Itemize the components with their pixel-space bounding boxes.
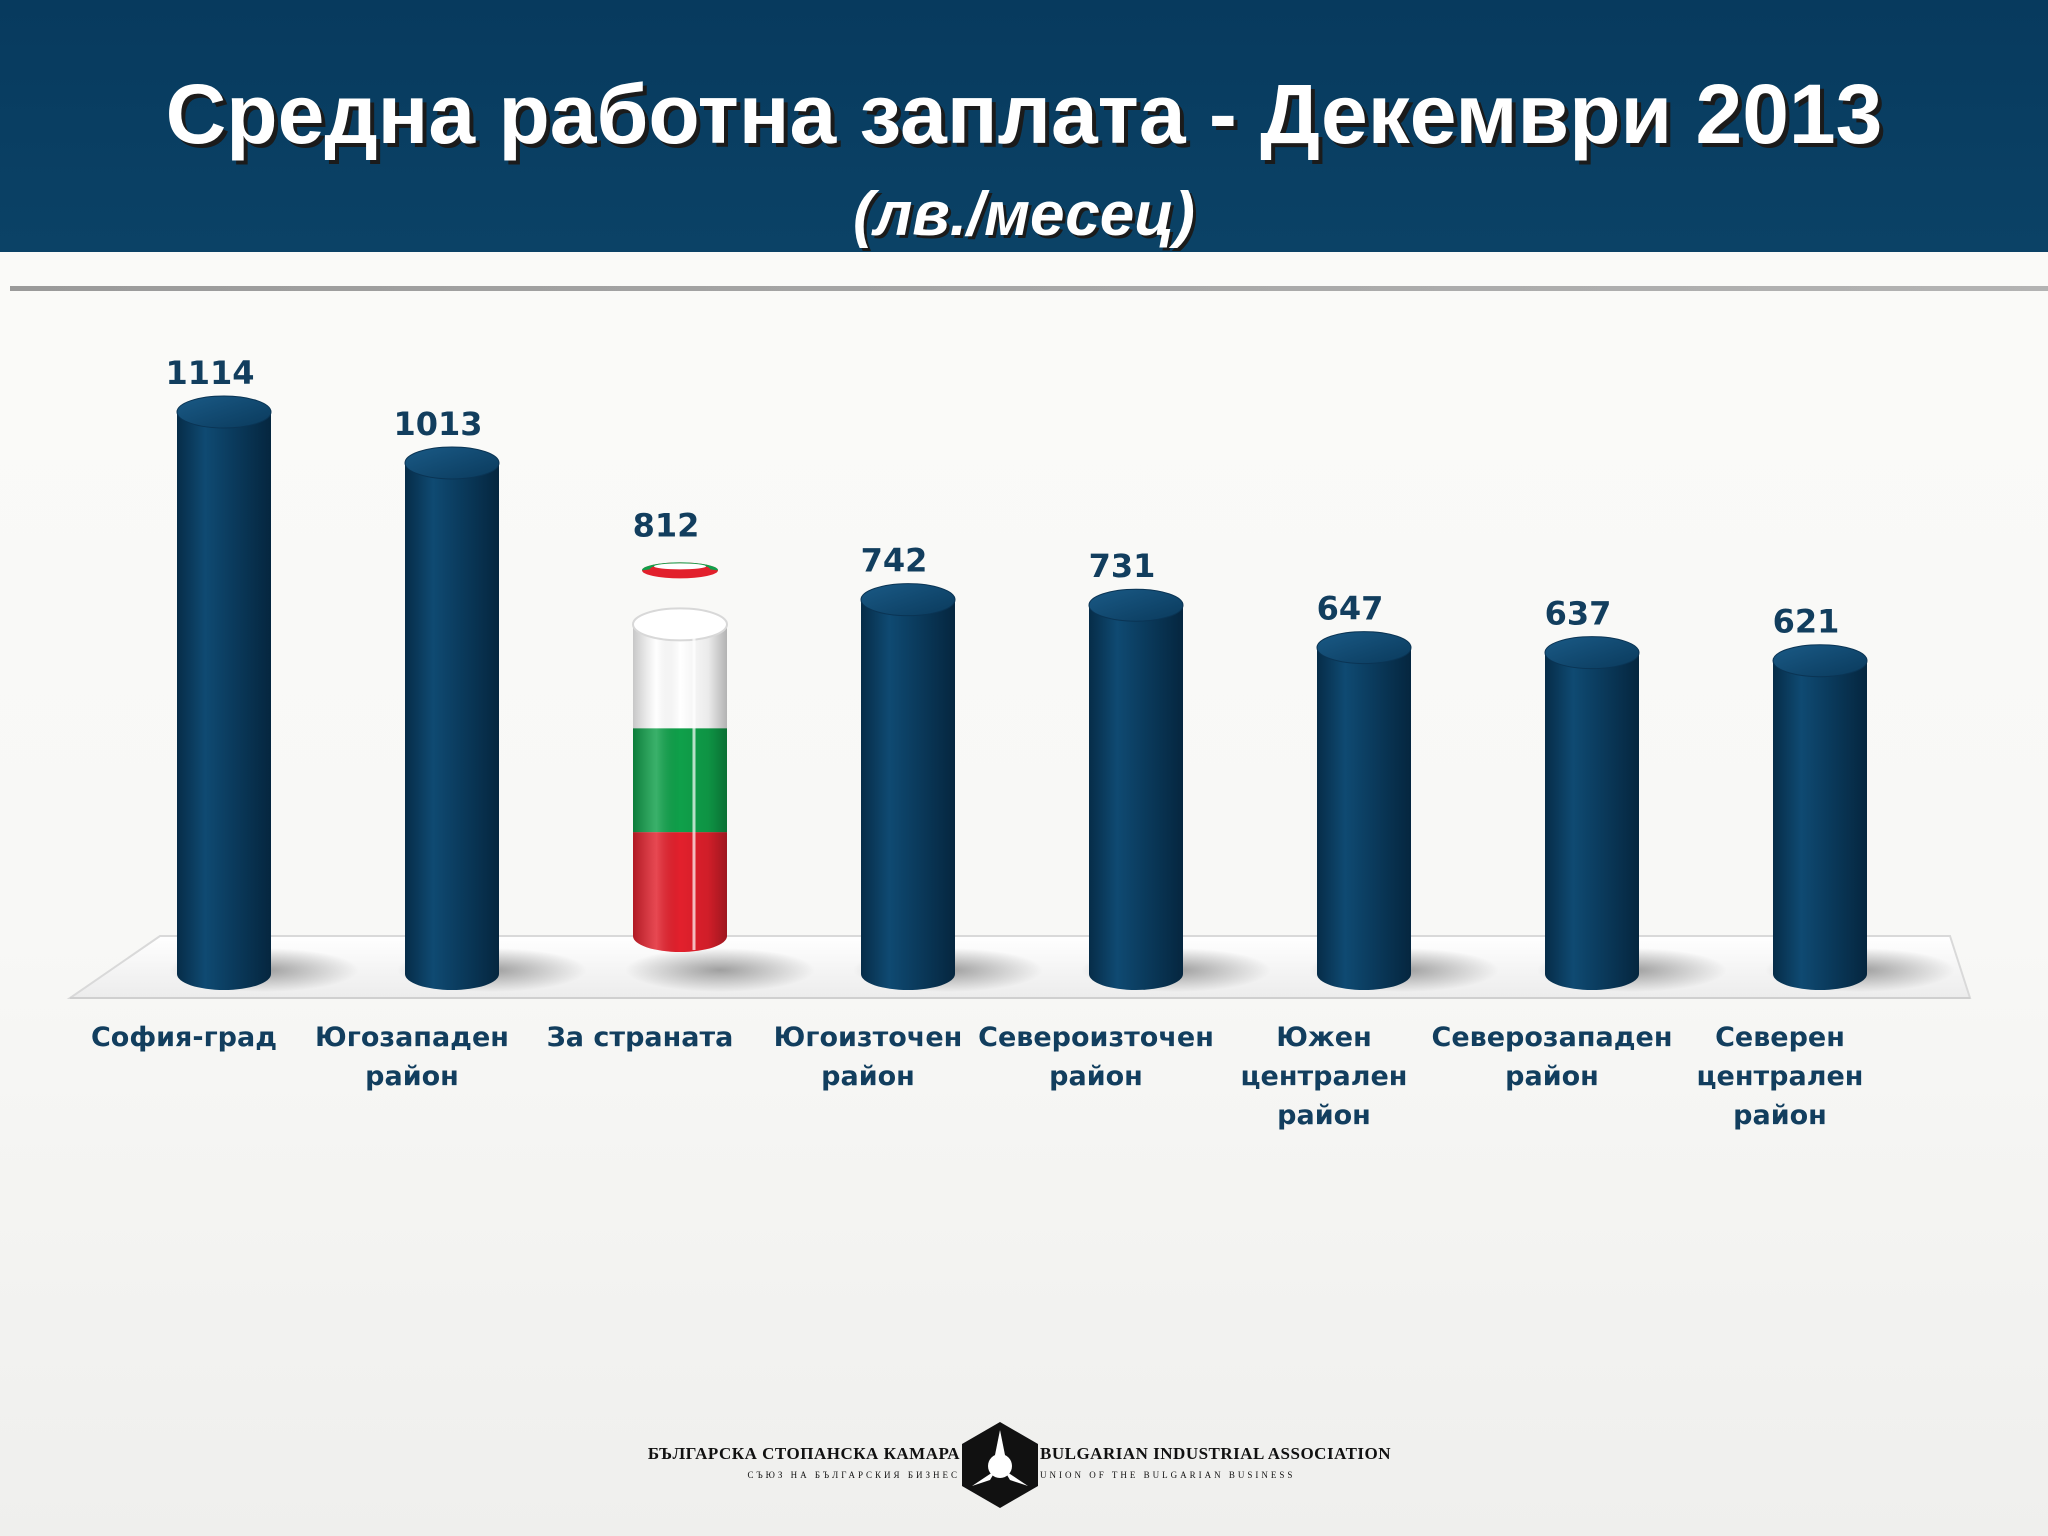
bar-body — [861, 599, 955, 990]
flag-cylinder-top — [632, 607, 728, 642]
category-label-line: централен — [1241, 1061, 1408, 1092]
category-label-line: Югозападен — [315, 1022, 509, 1053]
logo-emblem-icon — [962, 1422, 1038, 1508]
category-label-line: Южен — [1276, 1022, 1372, 1053]
logo-text-en: BULGARIAN INDUSTRIAL ASSOCIATION — [1040, 1444, 1392, 1463]
slide-subtitle: (лв./месец) — [853, 180, 1195, 249]
bar-body — [1317, 647, 1411, 990]
category-label: Северен централен район — [1697, 1022, 1864, 1131]
bar-value-label: 742 — [861, 542, 928, 580]
logo-subtext-en: UNION OF THE BULGARIAN BUSINESS — [1040, 1470, 1296, 1480]
bar-value-label: 731 — [1089, 547, 1156, 585]
category-label-line: район — [1733, 1100, 1827, 1131]
bar-body — [405, 462, 499, 990]
logo-subtext-bg: СЪЮЗ НА БЪЛГАРСКИЯ БИЗНЕС — [747, 1470, 960, 1480]
category-label-line: район — [365, 1061, 459, 1092]
flag-lid-white — [654, 563, 706, 570]
bar-value-label: 621 — [1773, 603, 1840, 641]
category-label: Североизточен район — [978, 1022, 1214, 1092]
bar-body — [1545, 652, 1639, 990]
category-label: За страната — [547, 1022, 734, 1053]
bar-flag-cylinder — [632, 562, 728, 952]
logo-text-bg: БЪЛГАРСКА СТОПАНСКА КАМАРА — [647, 1444, 960, 1463]
bar-value-label: 1013 — [393, 405, 482, 443]
category-label-line: район — [821, 1061, 915, 1092]
bar-top — [1772, 644, 1868, 678]
bar-body — [1773, 660, 1867, 990]
category-label-line: Северен — [1715, 1022, 1845, 1053]
category-label-line: София-град — [91, 1022, 277, 1053]
bar-body — [1089, 605, 1183, 990]
bar-top — [1544, 636, 1640, 670]
category-label: София-град — [91, 1022, 277, 1053]
category-label-line: район — [1277, 1100, 1371, 1131]
bar-value-label: 637 — [1545, 595, 1612, 633]
slide-title: Средна работна заплата - Декември 2013 — [165, 67, 1883, 161]
bar-top — [176, 395, 272, 429]
category-label-line: район — [1049, 1061, 1143, 1092]
bar-value-label: 647 — [1317, 590, 1384, 628]
bar-top — [1316, 631, 1412, 665]
bar-top — [860, 583, 956, 617]
bar-value-label: 812 — [633, 506, 700, 544]
bar-shadow — [625, 948, 815, 992]
category-label-line: Югоизточен — [774, 1022, 963, 1053]
slide-header: Средна работна заплата - Декември 2013 (… — [0, 0, 2048, 252]
header-divider — [10, 286, 2048, 291]
category-label-line: централен — [1697, 1061, 1864, 1092]
bar-top — [404, 446, 500, 480]
bar-top — [1088, 588, 1184, 622]
category-label-line: Североизточен — [978, 1022, 1214, 1053]
organization-logo: БЪЛГАРСКА СТОПАНСКА КАМАРА СЪЮЗ НА БЪЛГА… — [630, 1420, 1391, 1510]
category-label-line: район — [1505, 1061, 1599, 1092]
category-label: Северозападен район — [1432, 1022, 1673, 1092]
flag-shading — [633, 624, 727, 952]
category-label-line: Северозападен — [1432, 1022, 1673, 1053]
category-label: Южен централен район — [1241, 1022, 1408, 1131]
bar-body — [177, 412, 271, 990]
category-label: Югозападен район — [315, 1022, 509, 1092]
category-label-line: За страната — [547, 1022, 734, 1053]
bar-value-label: 1114 — [165, 354, 254, 392]
category-label: Югоизточен район — [774, 1022, 963, 1092]
